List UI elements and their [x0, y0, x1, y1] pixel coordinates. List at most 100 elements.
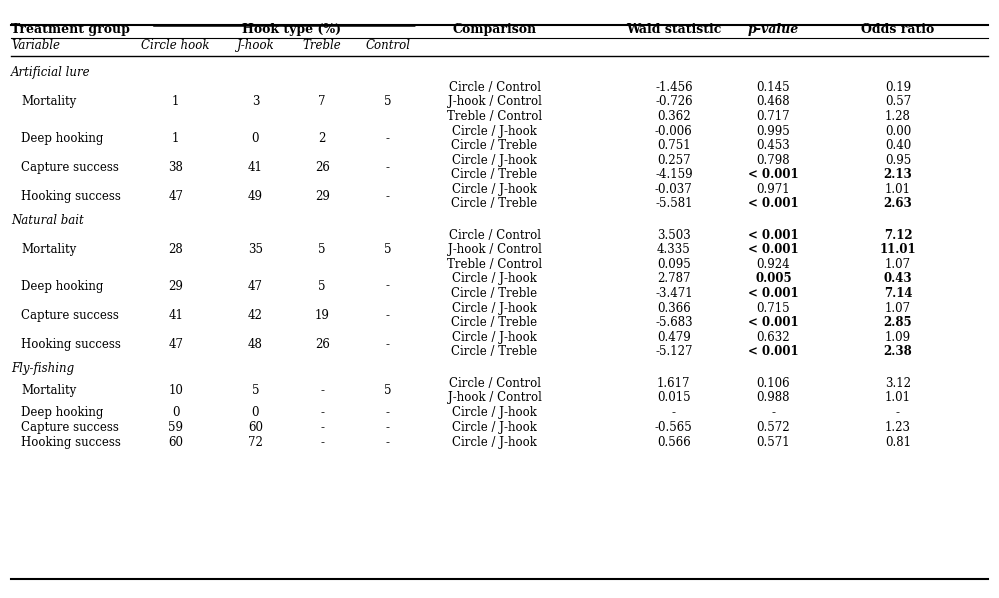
Text: -0.006: -0.006 — [655, 124, 692, 138]
Text: 29: 29 — [168, 280, 183, 292]
Text: 10: 10 — [168, 384, 183, 397]
Text: Circle / Treble: Circle / Treble — [452, 139, 537, 152]
Text: -5.683: -5.683 — [655, 316, 692, 329]
Text: 1.07: 1.07 — [885, 301, 911, 315]
Text: Hooking success: Hooking success — [21, 338, 121, 351]
Text: 3.503: 3.503 — [657, 229, 690, 242]
Text: < 0.001: < 0.001 — [748, 287, 799, 300]
Text: Odds ratio: Odds ratio — [861, 23, 935, 36]
Text: 26: 26 — [315, 161, 330, 174]
Text: Mortality: Mortality — [21, 384, 77, 397]
Text: 28: 28 — [169, 243, 183, 257]
Text: -: - — [386, 190, 390, 203]
Text: 1.01: 1.01 — [885, 391, 911, 404]
Text: 0.571: 0.571 — [756, 436, 790, 448]
Text: -0.037: -0.037 — [655, 183, 692, 196]
Text: Deep hooking: Deep hooking — [21, 406, 104, 419]
Text: 1.28: 1.28 — [885, 110, 911, 123]
Text: Treble / Control: Treble / Control — [447, 258, 542, 270]
Text: Circle / Treble: Circle / Treble — [452, 287, 537, 300]
Text: < 0.001: < 0.001 — [748, 243, 799, 257]
Text: -: - — [320, 406, 324, 419]
Text: -: - — [386, 406, 390, 419]
Text: 0.57: 0.57 — [885, 96, 911, 108]
Text: Circle / J-hook: Circle / J-hook — [453, 154, 536, 167]
Text: Treatment group: Treatment group — [11, 23, 130, 36]
Text: Natural bait: Natural bait — [11, 214, 84, 227]
Text: J-hook / Control: J-hook / Control — [448, 391, 541, 404]
Text: Treble: Treble — [303, 38, 342, 51]
Text: 0.995: 0.995 — [756, 124, 790, 138]
Text: 1: 1 — [172, 132, 180, 145]
Text: < 0.001: < 0.001 — [748, 168, 799, 181]
Text: 1.23: 1.23 — [885, 421, 911, 434]
Text: 0.015: 0.015 — [657, 391, 690, 404]
Text: Control: Control — [366, 38, 411, 51]
Text: Hook type (%): Hook type (%) — [242, 23, 342, 36]
Text: 3: 3 — [252, 96, 259, 108]
Text: 0.566: 0.566 — [657, 436, 690, 448]
Text: 0.924: 0.924 — [756, 258, 790, 270]
Text: -: - — [672, 406, 676, 419]
Text: 7.12: 7.12 — [884, 229, 912, 242]
Text: -: - — [386, 309, 390, 322]
Text: 0.005: 0.005 — [755, 273, 792, 285]
Text: 2.13: 2.13 — [883, 168, 912, 181]
Text: 5: 5 — [385, 243, 392, 257]
Text: 0.00: 0.00 — [885, 124, 911, 138]
Text: -: - — [386, 436, 390, 448]
Text: 19: 19 — [315, 309, 330, 322]
Text: 11.01: 11.01 — [880, 243, 916, 257]
Text: Hooking success: Hooking success — [21, 190, 121, 203]
Text: < 0.001: < 0.001 — [748, 345, 799, 358]
Text: 0.798: 0.798 — [756, 154, 790, 167]
Text: 0.40: 0.40 — [885, 139, 911, 152]
Text: 35: 35 — [248, 243, 263, 257]
Text: J-hook: J-hook — [237, 38, 275, 51]
Text: 0: 0 — [172, 406, 180, 419]
Text: 47: 47 — [248, 280, 263, 292]
Text: 2: 2 — [319, 132, 326, 145]
Text: < 0.001: < 0.001 — [748, 197, 799, 210]
Text: 26: 26 — [315, 338, 330, 351]
Text: 0.19: 0.19 — [885, 81, 911, 94]
Text: -: - — [386, 421, 390, 434]
Text: Circle / Treble: Circle / Treble — [452, 316, 537, 329]
Text: 29: 29 — [315, 190, 330, 203]
Text: Circle / J-hook: Circle / J-hook — [453, 273, 536, 285]
Text: 5: 5 — [252, 384, 259, 397]
Text: 47: 47 — [168, 338, 183, 351]
Text: Circle / J-hook: Circle / J-hook — [453, 124, 536, 138]
Text: Circle / Control: Circle / Control — [449, 377, 540, 390]
Text: -: - — [386, 132, 390, 145]
Text: < 0.001: < 0.001 — [748, 229, 799, 242]
Text: 72: 72 — [248, 436, 263, 448]
Text: 0.257: 0.257 — [657, 154, 690, 167]
Text: 0.479: 0.479 — [657, 331, 690, 344]
Text: -5.581: -5.581 — [655, 197, 692, 210]
Text: 0.468: 0.468 — [756, 96, 790, 108]
Text: -3.471: -3.471 — [655, 287, 692, 300]
Text: 2.787: 2.787 — [657, 273, 690, 285]
Text: Circle / Treble: Circle / Treble — [452, 197, 537, 210]
Text: 0.106: 0.106 — [756, 377, 790, 390]
Text: 5: 5 — [385, 384, 392, 397]
Text: Capture success: Capture success — [21, 421, 119, 434]
Text: 60: 60 — [248, 421, 263, 434]
Text: 2.85: 2.85 — [884, 316, 912, 329]
Text: 1.07: 1.07 — [885, 258, 911, 270]
Text: Deep hooking: Deep hooking — [21, 132, 104, 145]
Text: 0.81: 0.81 — [885, 436, 911, 448]
Text: Comparison: Comparison — [453, 23, 536, 36]
Text: 5: 5 — [319, 280, 326, 292]
Text: -: - — [771, 406, 775, 419]
Text: 0.717: 0.717 — [756, 110, 790, 123]
Text: 1.09: 1.09 — [885, 331, 911, 344]
Text: -: - — [320, 421, 324, 434]
Text: 2.38: 2.38 — [883, 345, 912, 358]
Text: -: - — [386, 280, 390, 292]
Text: -: - — [320, 436, 324, 448]
Text: 0.362: 0.362 — [657, 110, 690, 123]
Text: 3.12: 3.12 — [885, 377, 911, 390]
Text: Fly-fishing: Fly-fishing — [11, 362, 75, 375]
